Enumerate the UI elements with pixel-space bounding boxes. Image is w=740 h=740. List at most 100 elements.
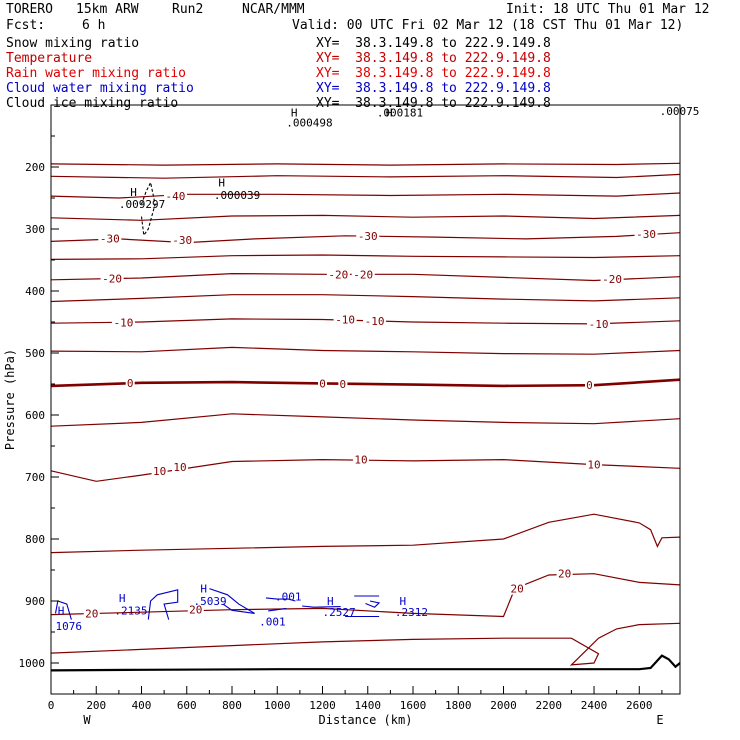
extremum-label: .000181 [377,106,423,119]
x-tick-label: 200 [86,699,106,712]
temperature-contour-label: 0 [319,377,326,390]
legend-label-cloud-water: Cloud water mixing ratio [6,81,194,96]
contour-label-bg [187,603,204,616]
contour-label-bg [100,272,124,285]
temperature-contour [50,173,681,179]
x-tick-label: 2000 [490,699,517,712]
legend-label-rain: Rain water mixing ratio [6,66,187,81]
temperature-contour-label: -20 [102,273,122,286]
extremum-label: .001 [275,591,302,604]
cloud-water-contour [265,597,296,602]
temperature-contour-label: 10 [354,454,367,467]
x-tick-label: 1600 [400,699,427,712]
x-tick-label: 600 [177,699,197,712]
contour-label-bg [170,234,194,247]
legend-label-cloud-ice: Cloud ice mixing ratio [6,96,179,111]
contour-label-bg [151,464,168,477]
east-label: E [656,713,663,727]
x-tick-label: 1000 [264,699,291,712]
extremum-label: .2527 [323,606,356,619]
extremum-label: H [130,186,137,199]
contour-label-bg [363,314,387,327]
temperature-contour-label: -20 [353,268,373,281]
extremum-label: H [58,604,65,617]
contour-label-bg [586,458,603,471]
y-tick-label: 200 [25,161,45,174]
x-tick-label: 2200 [536,699,563,712]
temperature-contour [50,192,681,199]
temperature-contour-label: -20 [602,273,622,286]
cloud-water-contour [147,589,179,620]
contour-label-bg [556,567,573,580]
extremum-label: H [200,583,207,596]
extremum-label: H [291,106,298,119]
contour-label-bg [98,232,122,245]
temperature-contour-label: -30 [100,232,120,245]
terrain-line [50,654,681,672]
cloud-water-contour [268,607,287,612]
legend-xy-snow: XY= 38.3.149.8 to 222.9.149.8 [316,36,551,51]
y-tick-label: 500 [25,347,45,360]
temperature-contour-label: 0 [586,379,593,392]
temperature-contour-label: 20 [510,583,523,596]
x-tick-label: 2600 [626,699,653,712]
y-tick-label: 900 [25,595,45,608]
run-label: Run2 [172,2,204,17]
temperature-contour [50,254,681,260]
contour-label-bg [352,453,369,466]
valid-time: Valid: 00 UTC Fri 02 Mar 12 (18 CST Thu … [292,18,684,33]
legend-xy-cloud-ice: XY= 38.3.149.8 to 222.9.149.8 [316,96,551,111]
extremum-label: H [119,592,126,605]
y-tick-label: 700 [25,471,45,484]
legend-xy-rain: XY= 38.3.149.8 to 222.9.149.8 [316,66,551,81]
contour-label-bg [163,190,187,203]
contour-label-bg [111,316,135,329]
cloud-water-contour [302,605,341,608]
contour-label-bg [125,376,135,389]
extremum-label: H [327,595,334,608]
temperature-contour [50,513,681,554]
temperature-contour-label: -10 [365,315,385,328]
extremum-label: H [399,595,406,608]
temperature-contour-label: -20 [328,268,348,281]
cloud-ice-contour [140,180,156,237]
extremum-label: .000498 [286,116,332,129]
x-tick-label: 0 [48,699,55,712]
temperature-contour-label: -30 [636,228,656,241]
x-axis-label: Distance (km) [319,713,413,727]
contour-label-bg [318,377,328,390]
temperature-contour-label: 10 [587,459,600,472]
temperature-contour [50,413,681,427]
contour-label-bg [171,461,188,474]
plot-frame [50,104,681,695]
x-tick-label: 1800 [445,699,472,712]
cloud-water-contour [54,600,72,620]
extremum-label: .001 [259,615,286,628]
y-tick-label: 400 [25,285,45,298]
contour-label-bg [584,379,594,392]
legend-xy-temperature: XY= 38.3.149.8 to 222.9.149.8 [316,51,551,66]
temperature-contour [50,458,681,482]
contour-label-bg [326,268,350,281]
contour-label-bg [351,268,375,281]
x-tick-label: 800 [222,699,242,712]
forecast-label: Fcst: [6,18,46,33]
extremum-label: .009297 [119,198,165,211]
x-tick-label: 1200 [309,699,336,712]
temperature-contour-label: 10 [173,461,186,474]
temperature-contour [50,622,681,666]
temperature-contour-label: -30 [358,230,378,243]
y-tick-label: 800 [25,533,45,546]
temperature-contour [50,378,681,388]
cloud-water-contour [209,588,255,614]
contour-label-bg [634,227,658,240]
temperature-contour-label: -10 [113,317,133,330]
temperature-contour [50,162,681,166]
forecast-hour: 6 h [82,18,106,33]
x-tick-label: 2400 [581,699,608,712]
temperature-contour-label: 0 [127,377,134,390]
temperature-contour-label: -40 [166,190,186,203]
x-tick-label: 400 [132,699,152,712]
contour-label-bg [587,317,611,330]
